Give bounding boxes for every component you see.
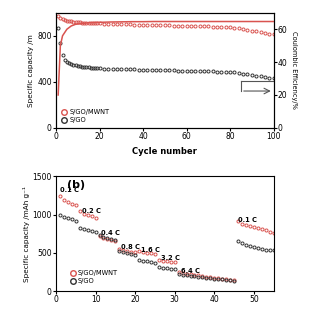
Text: 0.2 C: 0.2 C [82,208,100,214]
Legend: S/GO/MWNT, S/GO: S/GO/MWNT, S/GO [68,269,119,285]
Y-axis label: Coulombic Efficiency/%: Coulombic Efficiency/% [291,31,297,109]
Text: 3.2 C: 3.2 C [161,255,180,261]
Text: 6.4 C: 6.4 C [180,268,199,274]
Text: 0.1 C: 0.1 C [60,187,79,193]
Y-axis label: Specific capacity /mAh g⁻¹: Specific capacity /mAh g⁻¹ [23,186,30,282]
Text: 0.8 C: 0.8 C [121,244,140,250]
Legend: S/GO/MWNT, S/GO: S/GO/MWNT, S/GO [59,108,111,124]
Text: 0.1 C: 0.1 C [238,217,257,223]
X-axis label: Cycle number: Cycle number [132,147,197,156]
Text: 1.6 C: 1.6 C [141,247,160,253]
Y-axis label: Specific capacity /m: Specific capacity /m [28,34,35,107]
Text: (b): (b) [67,180,85,190]
Text: 0.4 C: 0.4 C [101,230,120,236]
